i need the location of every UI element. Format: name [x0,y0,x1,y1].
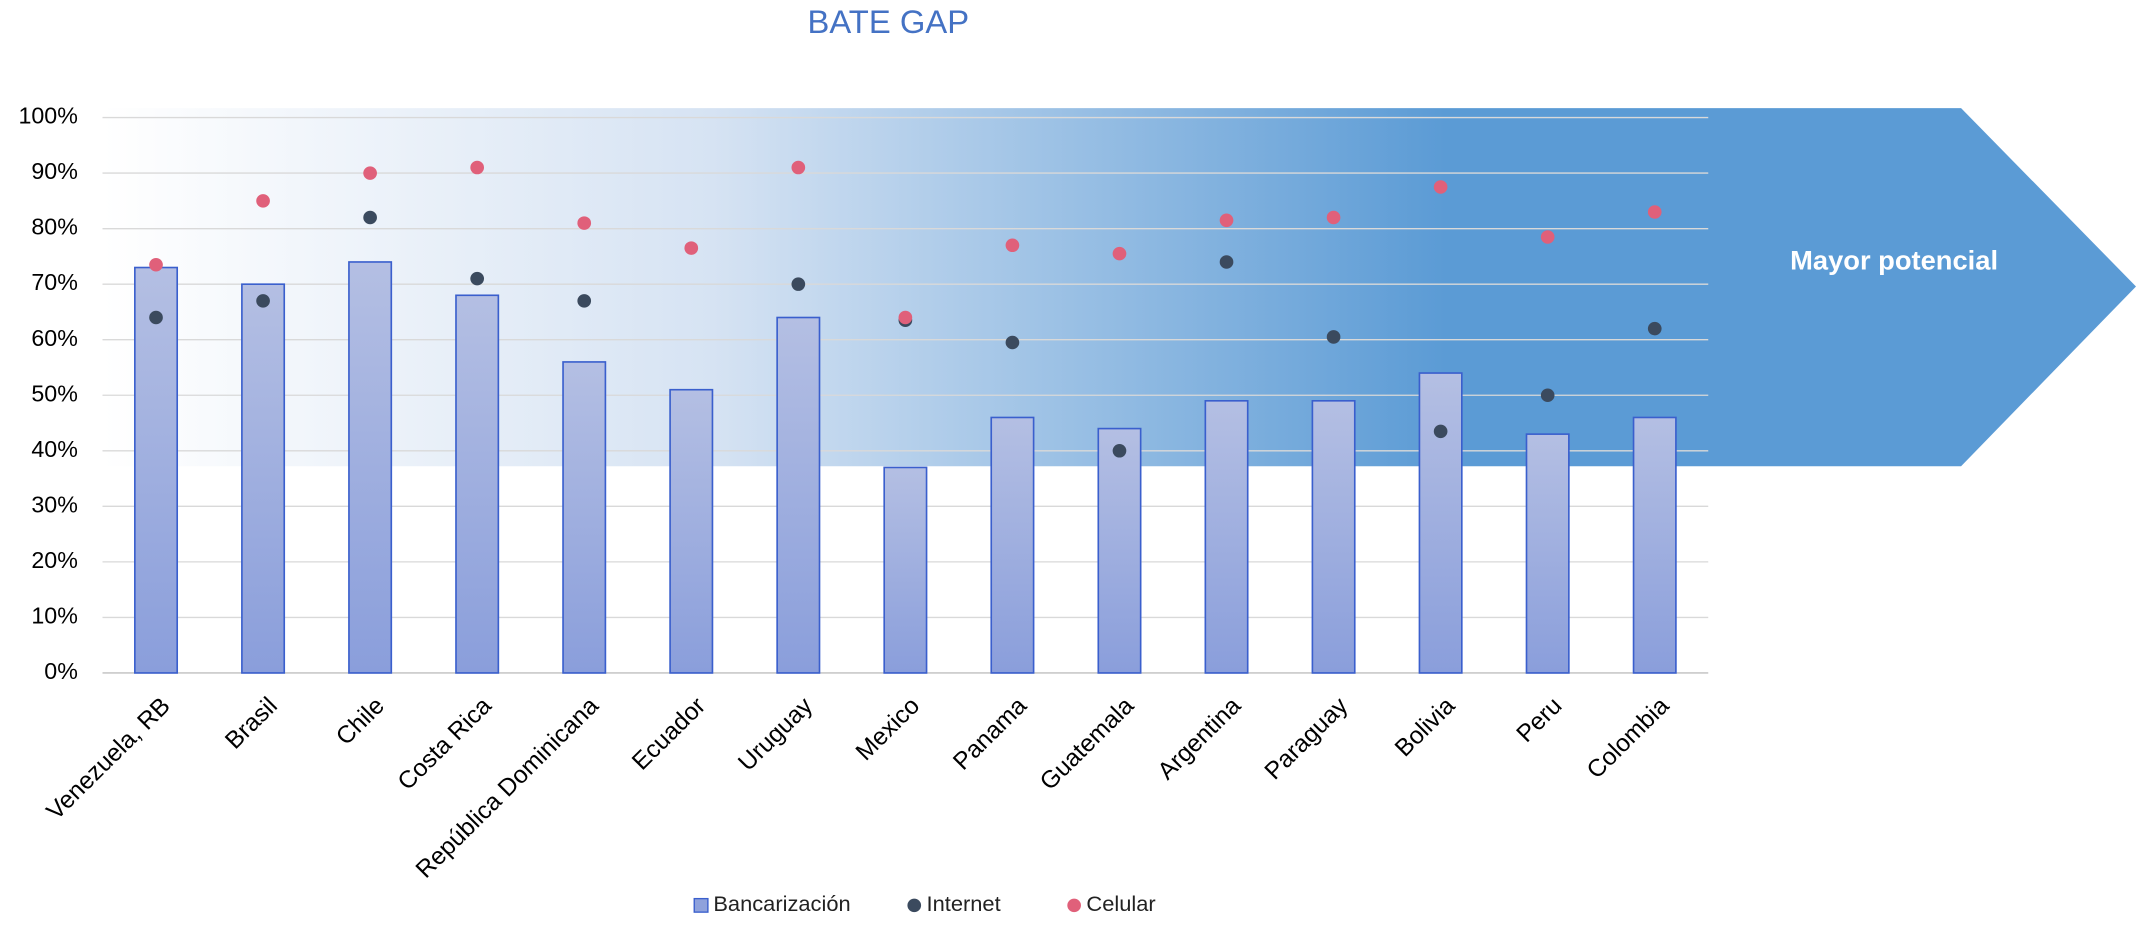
x-tick-label: Costa Rica [393,692,498,795]
bar [241,283,286,674]
bar [348,261,393,674]
x-tick-label: Brasil [220,692,283,754]
bar [883,466,928,674]
y-tick-label: 70% [31,269,77,295]
legend-swatch [1067,898,1081,913]
legend-swatch [693,897,709,913]
bar [776,316,821,674]
bar [1418,372,1463,674]
bar [669,388,714,674]
point [470,160,485,175]
point [256,294,270,308]
bar [1311,400,1356,674]
bar [1204,400,1249,674]
legend-swatch [907,898,922,913]
point [1219,213,1234,228]
point [577,216,592,230]
y-tick-label: 90% [31,158,77,184]
point [1219,255,1234,269]
bar [134,266,179,674]
legend-label: Celular [1086,891,1155,916]
y-tick-label: 60% [31,325,77,351]
x-tick-label: Mexico [851,692,925,765]
point [1005,238,1020,253]
x-tick-label: Bolivia [1390,692,1461,762]
bar [1525,433,1570,674]
x-tick-label: Paraguay [1260,692,1354,785]
point [1112,444,1127,458]
point [1005,335,1020,350]
x-tick-label: Guatemala [1035,692,1140,795]
point [577,294,592,308]
x-tick-label: Venezuela, RB [42,692,176,825]
bar [562,361,607,674]
legend-label: Bancarización [713,891,850,916]
x-tick-label: Panama [948,692,1032,775]
x-tick-label: República Dominicana [411,692,604,883]
point [1647,321,1662,336]
y-tick-label: 0% [44,658,78,684]
point [363,210,377,225]
x-tick-label: Colombia [1582,692,1675,784]
y-tick-label: 10% [31,603,77,629]
point [256,194,270,208]
bar [990,416,1035,674]
bar [1632,416,1677,674]
chart-title: BATE GAP [807,3,969,40]
point [1112,246,1127,261]
point [684,241,699,255]
point [363,166,377,180]
x-tick-label: Ecuador [627,692,711,775]
point [1433,424,1448,439]
y-tick-label: 80% [31,214,77,240]
y-tick-label: 50% [31,380,77,406]
x-tick-label: Uruguay [733,692,818,777]
point [149,257,163,272]
legend-label: Internet [927,891,1001,916]
point [1540,230,1555,244]
y-tick-label: 30% [31,492,77,518]
y-tick-label: 40% [31,436,77,462]
bar [455,294,500,674]
point [1647,205,1662,219]
y-tick-label: 20% [31,547,77,573]
bar [1097,427,1142,674]
x-tick-label: Argentina [1153,692,1247,785]
point [149,310,163,325]
point [791,277,806,291]
arrow-background [102,108,2136,467]
point [1433,180,1448,194]
arrow-label: Mayor potencial [1790,244,1998,275]
point [791,160,806,175]
x-tick-label: Peru [1512,692,1568,747]
point [1540,388,1555,403]
y-tick-label: 100% [18,103,77,129]
x-tick-label: Chile [331,692,390,750]
point [470,271,485,286]
point [1326,210,1341,225]
point [1326,330,1341,344]
point [898,310,913,325]
